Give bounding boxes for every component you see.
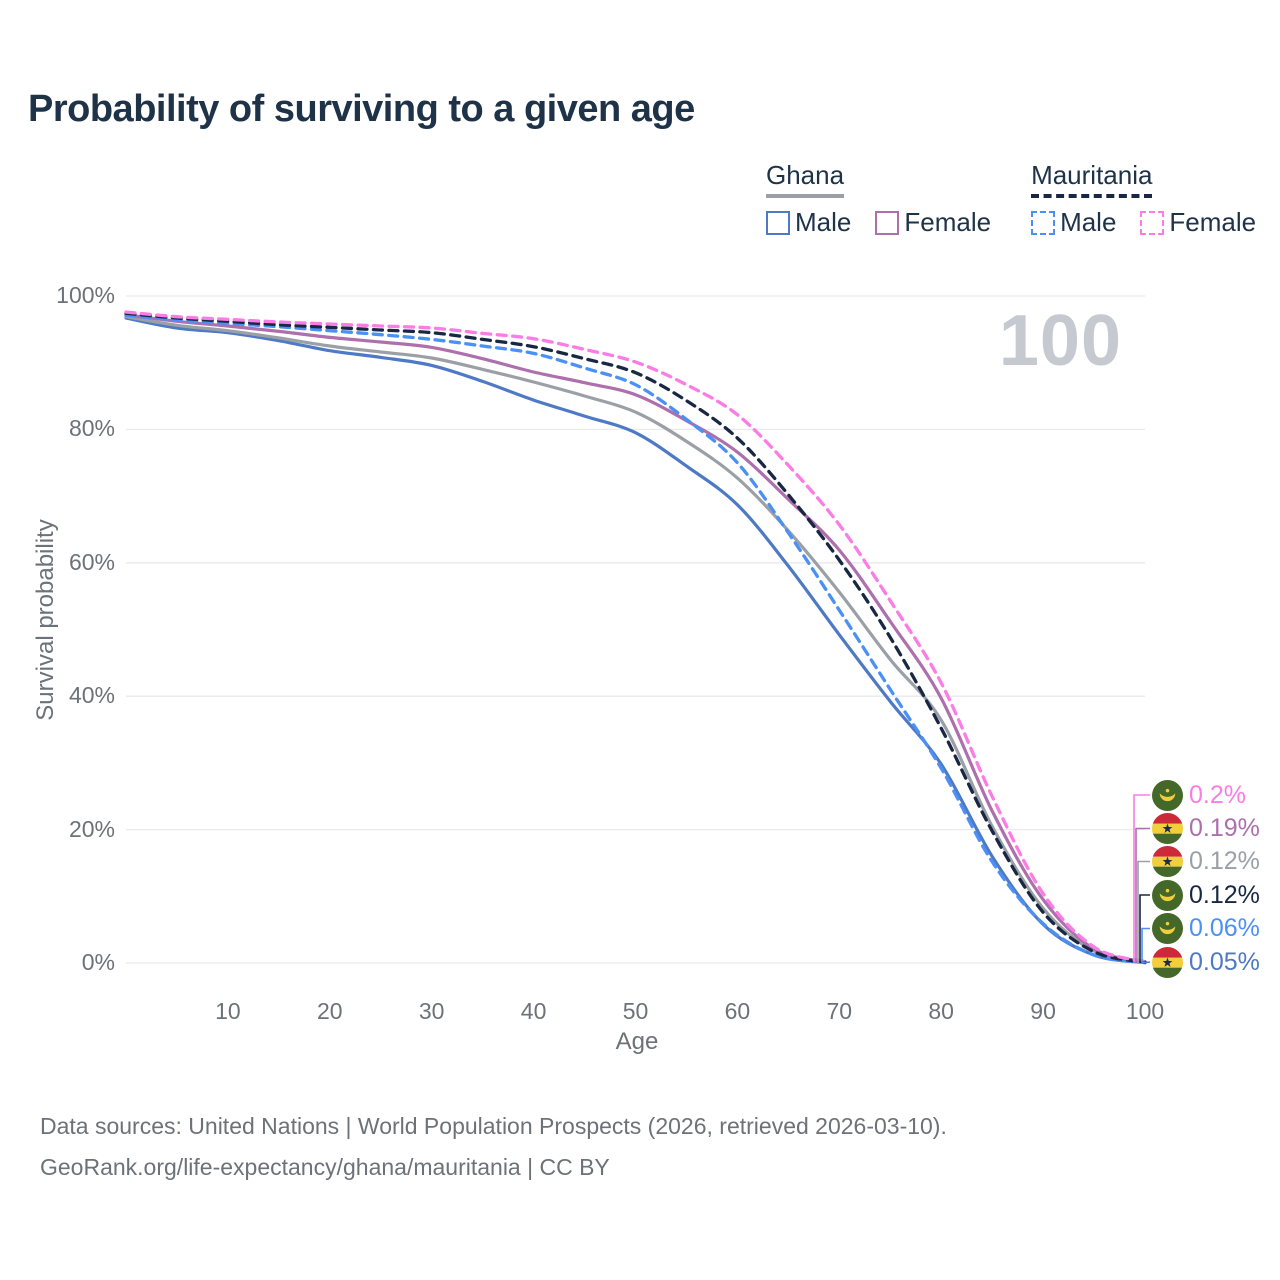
x-tick-label: 90	[1030, 998, 1056, 1024]
series-line-mauritania-male	[124, 313, 1147, 965]
x-tick-label: 30	[418, 998, 445, 1024]
legend-group-mauritania: Mauritania Male Female	[1031, 160, 1256, 238]
x-axis-title: Age	[615, 1028, 659, 1055]
series-end-label-mauritania-female: 0.2%	[1152, 778, 1246, 812]
legend-items-ghana: Male Female	[766, 207, 991, 238]
legend-item-mauritania-male[interactable]: Male	[1031, 207, 1116, 238]
age-frame-watermark: 100	[998, 301, 1122, 381]
mauritania-flag-icon	[1152, 879, 1183, 911]
series-end-label-mauritania-both: 0.12%	[1152, 878, 1260, 912]
legend-item-label: Male	[795, 207, 852, 237]
data-source-line: Data sources: United Nations | World Pop…	[40, 1113, 947, 1139]
series-line-ghana-both	[124, 315, 1147, 964]
legend-group-ghana: Ghana Male Female	[766, 160, 991, 238]
ghana-flag-icon	[1152, 946, 1183, 978]
legend-item-label: Male	[1060, 207, 1117, 237]
end-label-leader-mauritania-male	[1141, 927, 1150, 964]
series-line-mauritania-both	[124, 311, 1147, 964]
legend: Ghana Male Female Mauritania Male	[766, 160, 1256, 238]
end-value-label: 0.19%	[1189, 814, 1260, 842]
x-tick-label: 40	[520, 998, 547, 1024]
end-value-label: 0.12%	[1189, 880, 1260, 909]
x-tick-label: 50	[622, 998, 649, 1024]
checkbox-icon[interactable]	[875, 210, 900, 235]
series-line-mauritania-female	[124, 310, 1147, 964]
end-label-leader-ghana-male	[1144, 961, 1151, 964]
series-end-label-ghana-male: 0.05%	[1152, 945, 1260, 979]
y-tick-label: 80%	[68, 415, 115, 442]
end-value-label: 0.06%	[1189, 914, 1260, 942]
checkbox-icon[interactable]	[1031, 210, 1056, 235]
y-tick-label: 40%	[68, 682, 115, 709]
series-end-label-mauritania-male: 0.06%	[1152, 912, 1260, 946]
legend-group-mauritania-label[interactable]: Mauritania	[1031, 160, 1153, 198]
ghana-flag-icon	[1152, 813, 1183, 844]
legend-items-mauritania: Male Female	[1031, 207, 1256, 238]
legend-item-label: Female	[1169, 207, 1257, 237]
legend-item-label: Female	[904, 207, 992, 237]
series-line-ghana-male	[124, 316, 1147, 965]
series-end-label-ghana-both: 0.12%	[1152, 845, 1260, 879]
x-tick-label: 100	[1125, 998, 1165, 1024]
series-line-ghana-female	[124, 313, 1147, 964]
end-value-label: 0.05%	[1189, 947, 1260, 976]
legend-item-mauritania-female[interactable]: Female	[1140, 207, 1256, 238]
x-tick-label: 20	[317, 998, 343, 1024]
data-source-note: Data sources: United Nations | World Pop…	[40, 1106, 947, 1188]
y-tick-label: 20%	[68, 815, 115, 842]
y-tick-label: 100%	[56, 282, 115, 308]
x-tick-label: 80	[928, 998, 954, 1024]
ghana-flag-icon	[1152, 846, 1183, 877]
x-tick-label: 10	[215, 998, 241, 1024]
legend-item-ghana-male[interactable]: Male	[766, 207, 851, 238]
end-value-label: 0.12%	[1189, 847, 1260, 875]
checkbox-icon[interactable]	[766, 210, 790, 235]
legend-item-ghana-female[interactable]: Female	[875, 207, 991, 238]
x-tick-label: 70	[826, 998, 853, 1024]
mauritania-flag-icon	[1152, 913, 1183, 944]
series-end-label-ghana-female: 0.19%	[1152, 812, 1260, 846]
end-value-label: 0.2%	[1189, 780, 1246, 809]
page-title: Probability of surviving to a given age	[28, 88, 695, 130]
checkbox-icon[interactable]	[1140, 210, 1165, 235]
legend-group-ghana-label[interactable]: Ghana	[766, 160, 845, 198]
attribution-line: GeoRank.org/life-expectancy/ghana/maurit…	[40, 1154, 610, 1180]
y-tick-label: 60%	[68, 548, 115, 575]
x-tick-label: 60	[724, 998, 751, 1024]
mauritania-flag-icon	[1152, 779, 1183, 811]
y-tick-label: 0%	[81, 949, 115, 975]
